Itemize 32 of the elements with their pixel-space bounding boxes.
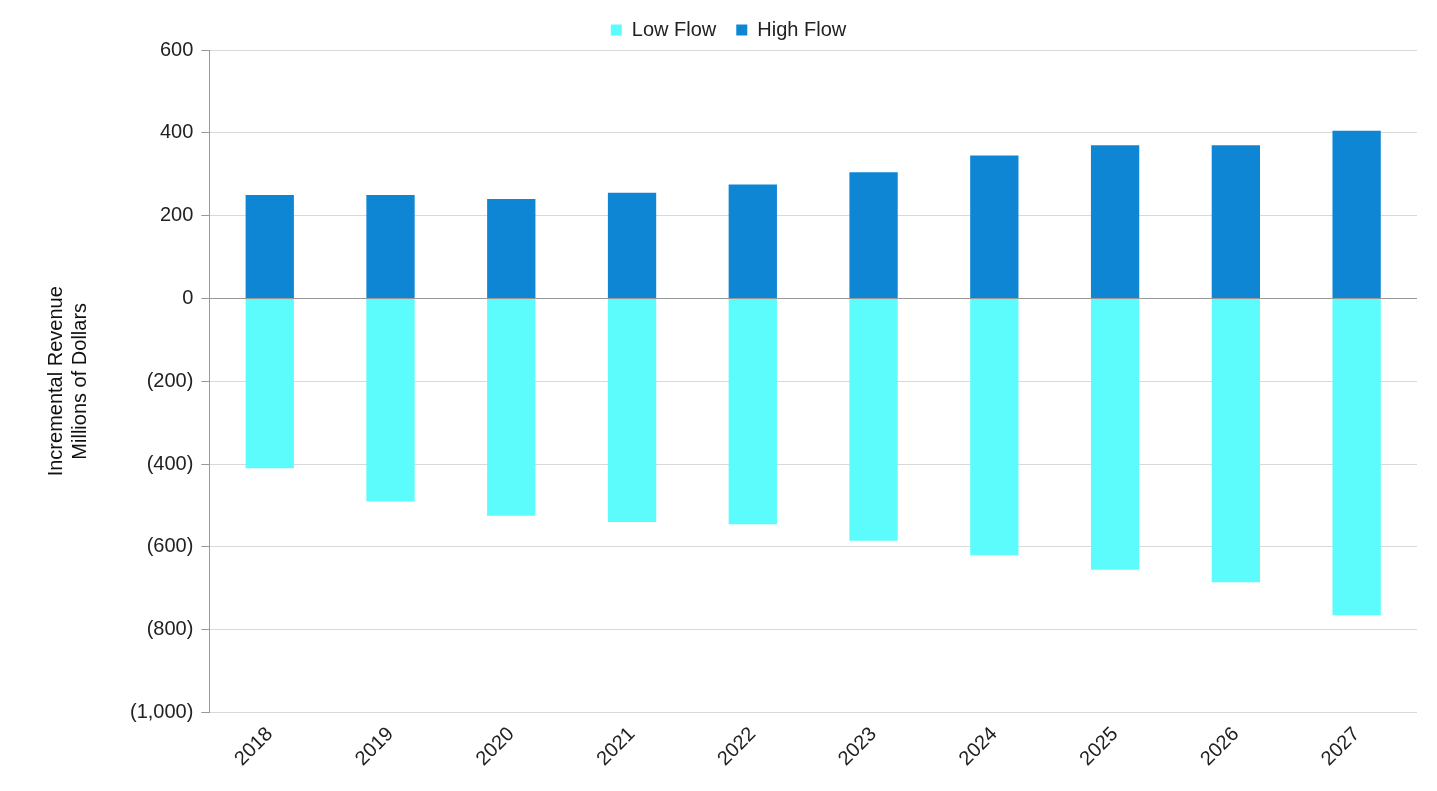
y-axis-title: Incremental Revenue Millions of Dollars [43,286,90,477]
bar [607,192,657,298]
bar [1332,298,1381,616]
bar [487,199,536,298]
bar [487,298,536,516]
bar [1090,145,1140,298]
bar [366,298,415,502]
bar [1332,130,1381,298]
bar [245,298,294,469]
y-tick-label: 600 [159,37,194,60]
y-tick-label: (1,000) [129,700,194,723]
y-tick-label: (200) [146,368,194,391]
y-tick-label: (600) [146,534,194,557]
bar [728,184,777,298]
y-tick-label: (800) [146,617,194,640]
legend-label: Low Flow [631,17,717,40]
bar [1211,298,1261,583]
bar [1090,298,1140,570]
y-tick-label: (400) [146,451,194,474]
bar [849,172,898,298]
bar [970,155,1019,298]
bar [728,298,777,525]
bar [245,194,294,298]
y-tick-label: 200 [159,203,194,226]
bar [1211,145,1261,298]
y-tick-label: 0 [182,285,194,308]
bar [970,298,1019,556]
y-tick-label: 400 [159,120,194,143]
bar [366,194,415,298]
legend-label: High Flow [757,17,847,40]
bar [849,298,898,541]
bar [607,298,657,523]
